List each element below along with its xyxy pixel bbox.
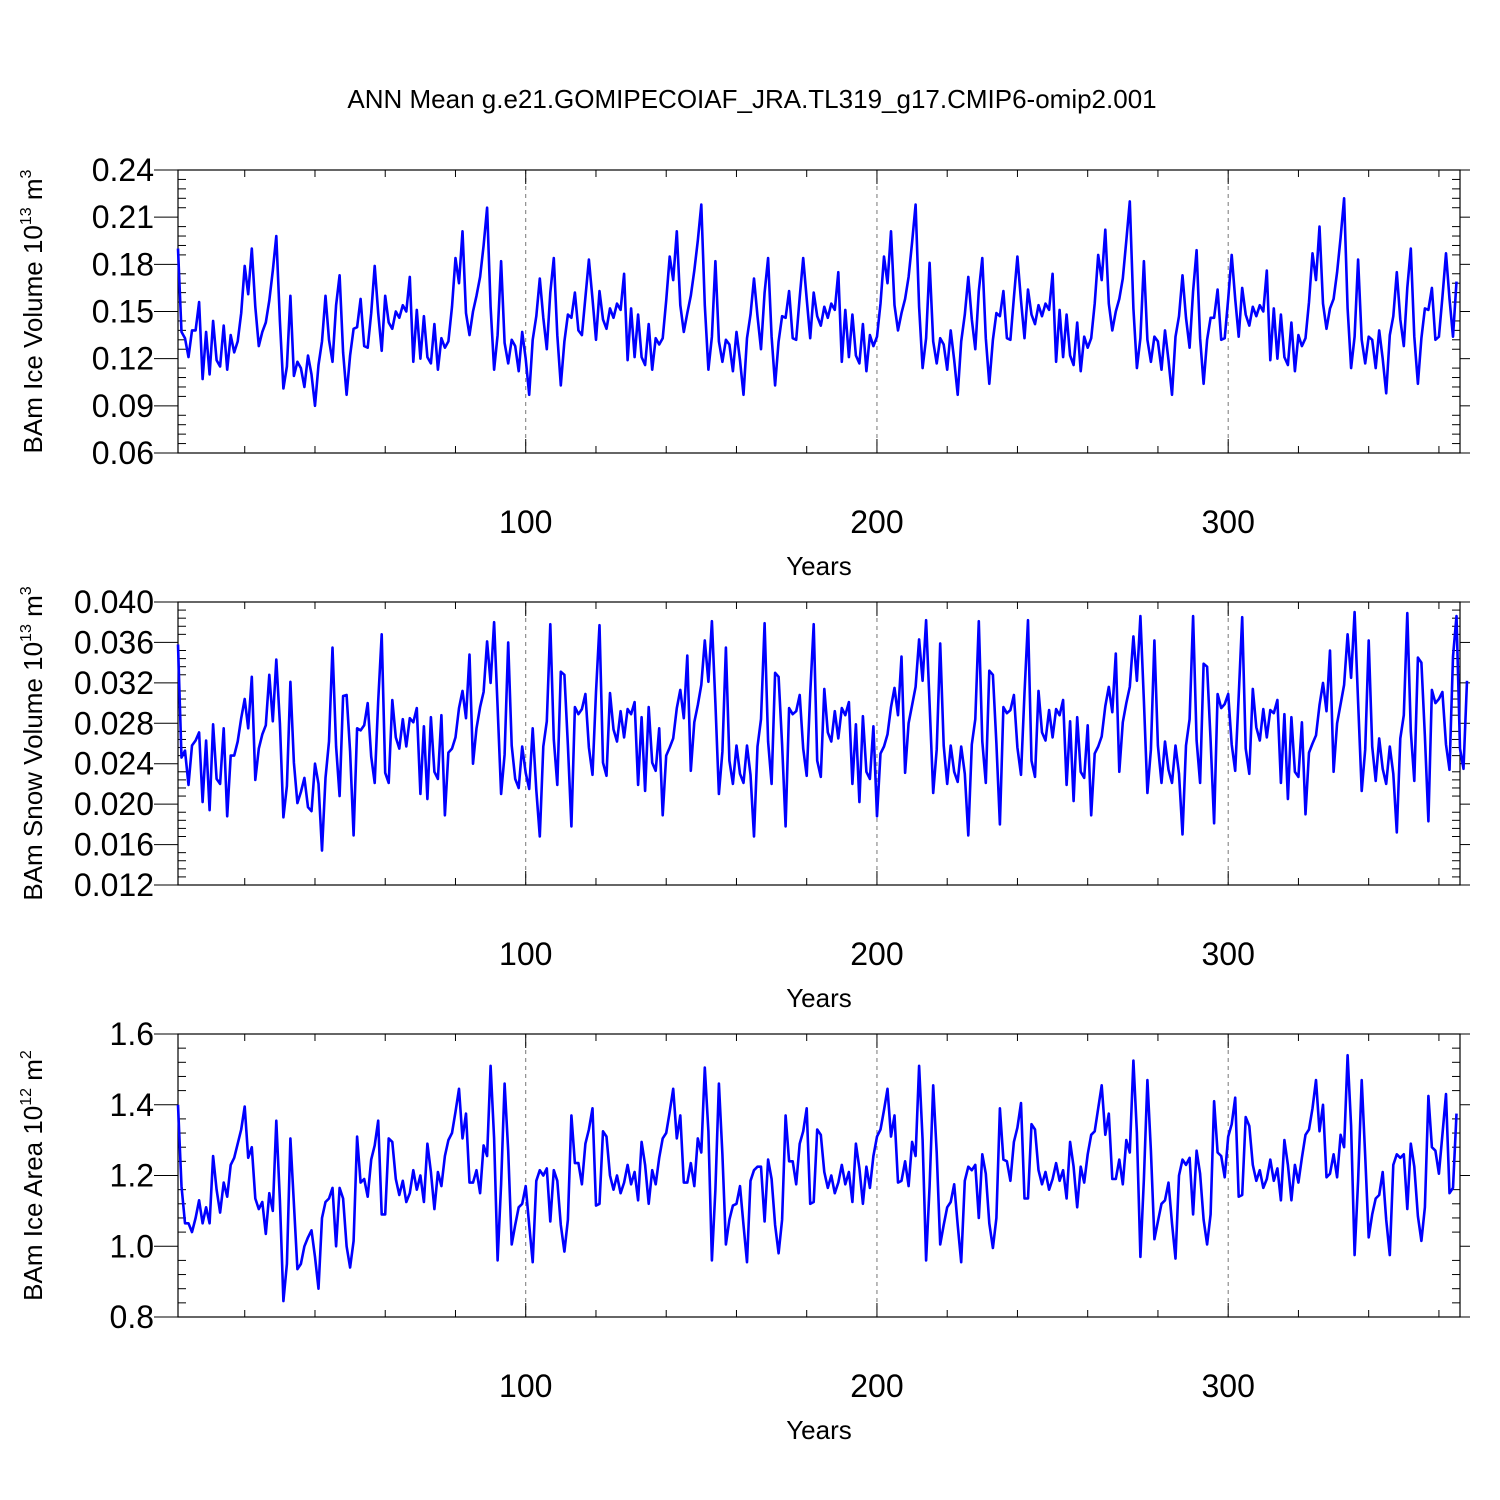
y-tick-label: 1.4 bbox=[110, 1087, 154, 1123]
y-tick-label: 0.8 bbox=[110, 1299, 154, 1335]
y-axis-label-text: BAm Snow Volume 10 bbox=[18, 642, 48, 901]
y-axis-label-text: m bbox=[18, 595, 48, 624]
y-axis-label-text: m bbox=[18, 1059, 48, 1088]
series-line bbox=[176, 197, 1458, 408]
y-tick-label: 0.21 bbox=[92, 199, 154, 235]
y-tick-label: 0.012 bbox=[74, 867, 154, 903]
y-tick-label: 0.032 bbox=[74, 665, 154, 701]
y-tick-label: 0.06 bbox=[92, 435, 154, 471]
series-line bbox=[176, 610, 1469, 852]
y-tick-label: 1.2 bbox=[110, 1158, 154, 1194]
y-tick-label: 0.18 bbox=[92, 246, 154, 282]
x-axis-label: Years bbox=[786, 551, 852, 581]
y-axis-label-exponent: 3 bbox=[18, 586, 35, 595]
y-tick-label: 0.24 bbox=[92, 152, 154, 188]
y-tick-label: 0.040 bbox=[74, 584, 154, 620]
y-axis-label-exponent: 2 bbox=[18, 1050, 35, 1059]
y-tick-label: 0.028 bbox=[74, 705, 154, 741]
y-tick-label: 1.6 bbox=[110, 1016, 154, 1052]
panel-1: 0.06 0.09 0.12 0.15 0.18 0.21 0.24 100 200 300 Yea… bbox=[18, 152, 1470, 581]
x-tick-label: 200 bbox=[850, 504, 903, 540]
y-axis-label: BAm Ice Volume 1013 m3 bbox=[18, 169, 48, 453]
x-tick-label: 200 bbox=[850, 1368, 903, 1404]
series-line bbox=[176, 1053, 1458, 1303]
x-tick-label: 300 bbox=[1201, 1368, 1254, 1404]
y-tick-label: 0.020 bbox=[74, 786, 154, 822]
x-tick-label: 100 bbox=[499, 1368, 552, 1404]
panel-3: 0.8 1.0 1.2 1.4 1.6 100 200 300 Years BAm Ice Are… bbox=[18, 1016, 1470, 1445]
x-tick-label: 200 bbox=[850, 936, 903, 972]
x-axis-label: Years bbox=[786, 983, 852, 1013]
y-tick-label: 0.12 bbox=[92, 341, 154, 377]
panel-2: 0.012 0.016 0.020 0.024 0.028 0.032 0.036 0.040… bbox=[18, 584, 1470, 1013]
panels: 0.06 0.09 0.12 0.15 0.18 0.21 0.24 100 200 300 Yea… bbox=[18, 152, 1470, 1445]
y-axis-label-exponent: 13 bbox=[18, 624, 35, 642]
x-tick-label: 300 bbox=[1201, 504, 1254, 540]
x-tick-label: 100 bbox=[499, 504, 552, 540]
chart-title: ANN Mean g.e21.GOMIPECOIAF_JRA.TL319_g17… bbox=[347, 84, 1156, 114]
y-axis-label-text: m bbox=[18, 178, 48, 207]
x-tick-label: 300 bbox=[1201, 936, 1254, 972]
y-tick-label: 0.024 bbox=[74, 746, 154, 782]
y-axis-label-exponent: 3 bbox=[18, 169, 35, 178]
y-tick-label: 0.09 bbox=[92, 388, 154, 424]
y-axis-label: BAm Ice Area 1012 m2 bbox=[18, 1050, 48, 1301]
y-tick-label: 0.036 bbox=[74, 624, 154, 660]
y-tick-label: 1.0 bbox=[110, 1228, 154, 1264]
x-tick-label: 100 bbox=[499, 936, 552, 972]
y-axis-label: BAm Snow Volume 1013 m3 bbox=[18, 586, 48, 900]
y-tick-label: 0.15 bbox=[92, 294, 154, 330]
y-axis-label-text: BAm Ice Area 10 bbox=[18, 1106, 48, 1301]
y-axis-label-exponent: 13 bbox=[18, 207, 35, 225]
x-axis-label: Years bbox=[786, 1415, 852, 1445]
y-tick-label: 0.016 bbox=[74, 827, 154, 863]
y-axis-label-text: BAm Ice Volume 10 bbox=[18, 225, 48, 453]
y-axis-label-exponent: 12 bbox=[18, 1088, 35, 1106]
